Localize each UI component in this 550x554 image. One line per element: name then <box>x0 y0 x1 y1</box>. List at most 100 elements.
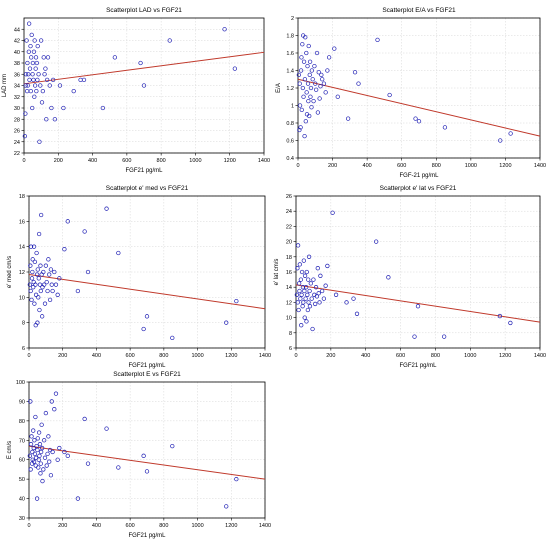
data-point <box>306 254 312 259</box>
data-point <box>29 276 35 281</box>
data-point <box>308 281 313 286</box>
x-tick-label: 600 <box>397 163 406 169</box>
data-point <box>35 447 40 453</box>
data-point <box>301 258 306 263</box>
data-point <box>52 269 57 275</box>
data-point <box>307 72 312 78</box>
data-point <box>441 334 447 339</box>
data-point <box>32 38 37 43</box>
data-point <box>299 107 304 113</box>
data-point <box>442 125 448 130</box>
data-point <box>38 263 43 268</box>
x-axis-label: FGF21 pg/mL <box>128 363 166 369</box>
data-point <box>39 100 45 105</box>
data-point <box>50 77 56 83</box>
x-tick-label: 1200 <box>499 353 511 359</box>
data-point <box>34 60 40 66</box>
data-point <box>57 83 63 88</box>
data-point <box>75 496 81 501</box>
data-point <box>41 55 46 60</box>
data-point <box>321 81 327 86</box>
data-point <box>42 282 47 287</box>
y-tick-label: 100 <box>16 380 25 386</box>
x-tick-label: 600 <box>396 353 405 359</box>
data-point <box>82 416 87 422</box>
y-axis-label: e' lat cm/s <box>274 259 280 286</box>
data-point <box>65 219 70 224</box>
data-point <box>352 70 358 75</box>
data-point <box>141 83 147 88</box>
data-point <box>29 434 34 439</box>
data-point <box>22 133 28 139</box>
data-point <box>232 66 238 71</box>
y-tick-label: 42 <box>14 39 20 45</box>
y-tick-label: 10 <box>286 316 292 322</box>
data-point <box>300 304 305 309</box>
x-tick-label: 0 <box>296 163 299 169</box>
y-tick-label: 12 <box>19 270 25 276</box>
y-tick-label: 2 <box>291 16 294 22</box>
data-point <box>37 282 43 287</box>
data-point <box>31 445 36 451</box>
data-point <box>30 269 35 275</box>
data-point <box>49 399 54 404</box>
data-point <box>53 391 59 396</box>
data-point <box>306 277 311 282</box>
y-tick-label: 8 <box>289 331 292 337</box>
data-point <box>34 88 39 94</box>
data-point <box>302 288 307 294</box>
data-point <box>48 473 54 478</box>
data-point <box>36 276 41 281</box>
y-tick-label: 22 <box>286 224 292 230</box>
data-point <box>333 292 339 297</box>
data-point <box>65 453 70 458</box>
data-point <box>303 119 308 124</box>
data-point <box>412 334 417 339</box>
data-point <box>78 77 83 83</box>
data-point <box>305 307 311 313</box>
x-tick-label: 0 <box>27 523 30 529</box>
x-tick-label: 600 <box>126 353 135 359</box>
data-point <box>294 292 300 297</box>
x-tick-label: 200 <box>58 523 67 529</box>
data-point <box>23 72 29 77</box>
x-tick-label: 0 <box>27 353 30 359</box>
x-tick-label: 400 <box>92 523 101 529</box>
data-point <box>308 94 313 99</box>
data-point <box>31 285 36 290</box>
y-tick-label: 12 <box>286 300 292 306</box>
data-point <box>374 239 379 244</box>
data-point <box>31 244 37 249</box>
data-point <box>299 55 304 60</box>
data-point <box>42 72 47 77</box>
data-point <box>33 282 38 287</box>
data-point <box>27 77 32 83</box>
data-point <box>62 247 67 252</box>
data-point <box>307 113 312 119</box>
data-point <box>52 117 58 122</box>
data-point <box>32 94 37 99</box>
y-tick-label: 38 <box>14 61 20 67</box>
data-point <box>354 311 360 316</box>
data-point <box>325 263 330 269</box>
x-tick-label: 600 <box>122 158 131 164</box>
data-point <box>43 263 49 268</box>
data-point <box>498 138 503 143</box>
x-axis-label: FGF21 pg/mL <box>128 533 166 539</box>
data-point <box>33 66 38 71</box>
data-point <box>25 83 30 88</box>
data-point <box>141 453 146 458</box>
y-tick-label: 18 <box>19 194 25 200</box>
x-axis-label: FGF-21 pg/mL <box>399 173 439 179</box>
data-point <box>30 257 35 262</box>
x-tick-label: 400 <box>88 158 97 164</box>
data-point <box>40 88 46 94</box>
data-point <box>44 117 49 122</box>
data-point <box>81 77 87 83</box>
chart-panel-2: Scatterplot E/A vs FGF21 0 200 400 600 800 100… <box>276 7 546 179</box>
data-point <box>33 292 39 297</box>
data-point <box>33 55 39 60</box>
data-point <box>309 68 314 73</box>
data-point <box>32 83 38 88</box>
data-point <box>42 455 48 460</box>
